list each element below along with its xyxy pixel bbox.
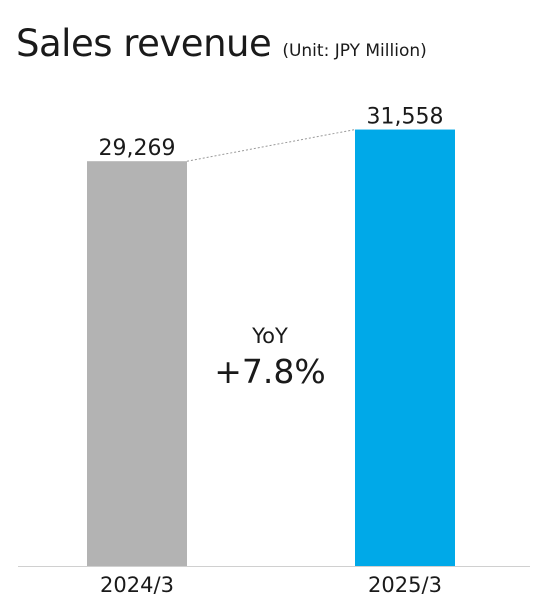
data-label-2024-3: 29,269 (99, 136, 176, 161)
x-tick-label-2025-3: 2025/3 (368, 573, 442, 597)
bar-2024-3 (87, 161, 187, 567)
chart-unit-label: (Unit: JPY Million) (282, 41, 427, 61)
yoy-label: YoY (252, 324, 288, 348)
x-tick-label-2024-3: 2024/3 (100, 573, 174, 597)
yoy-annotation: YoY +7.8% (170, 322, 370, 394)
bar-2025-3 (355, 129, 455, 566)
chart-header: Sales revenue (Unit: JPY Million) (16, 22, 427, 65)
data-label-2025-3: 31,558 (367, 105, 444, 130)
chart-title: Sales revenue (16, 22, 272, 65)
dashed-connector-line (186, 129, 356, 162)
yoy-value: +7.8% (214, 352, 326, 391)
